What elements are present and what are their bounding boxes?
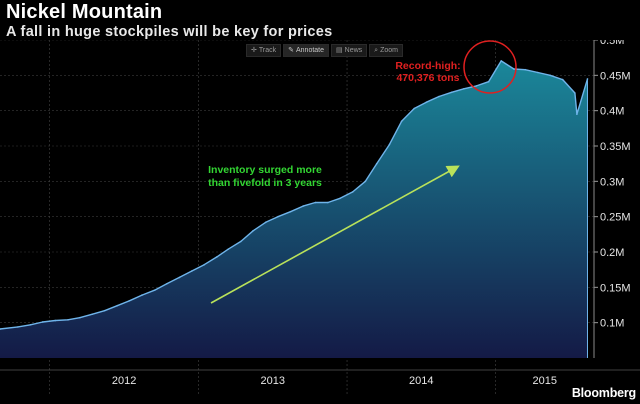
y-tick-label: 0.5M	[600, 40, 624, 47]
crosshair-icon: ✛	[251, 47, 257, 54]
data-point	[400, 120, 403, 123]
data-point	[375, 162, 378, 165]
x-tick-label: 2014	[409, 375, 433, 387]
data-point	[103, 309, 106, 312]
data-point	[513, 68, 515, 70]
x-tick-label: 2015	[533, 375, 557, 387]
news-button[interactable]: ▤ News	[331, 44, 368, 57]
data-point	[178, 276, 181, 279]
data-point	[116, 304, 118, 307]
record-high-circle	[463, 40, 517, 94]
data-point	[302, 205, 304, 207]
y-tick-label: 0.15M	[600, 282, 631, 294]
chart-toolbar: ✛ Track ✎ Annotate ▤ News ⌕ Zoom	[246, 44, 403, 57]
data-point	[576, 113, 578, 115]
y-tick-label: 0.1M	[600, 318, 624, 330]
y-tick-label: 0.35M	[600, 141, 631, 153]
record-annotation-line1: Record-high:	[395, 60, 461, 72]
track-button[interactable]: ✛ Track	[246, 44, 282, 57]
track-label: Track	[258, 47, 277, 54]
y-tick-label: 0.25M	[600, 212, 631, 224]
data-point	[475, 85, 478, 87]
data-point	[289, 210, 292, 213]
data-point	[29, 323, 32, 326]
annotate-button[interactable]: ✎ Annotate	[283, 44, 330, 57]
zoom-label: Zoom	[380, 47, 398, 54]
data-point	[252, 230, 254, 232]
data-point	[561, 78, 564, 81]
bloomberg-logo: Bloomberg	[571, 386, 636, 400]
data-point	[240, 240, 242, 243]
trend-arrow	[210, 165, 460, 304]
magnifier-icon: ⌕	[374, 47, 379, 54]
data-point	[91, 313, 94, 315]
data-point	[216, 256, 218, 258]
news-icon: ▤	[336, 47, 343, 54]
data-point	[67, 319, 69, 321]
data-point	[314, 201, 317, 204]
y-tick-label: 0.3M	[600, 176, 624, 188]
area-fill	[0, 60, 588, 359]
data-point	[339, 197, 341, 200]
data-point	[54, 319, 57, 322]
data-point	[537, 71, 539, 74]
data-point	[487, 80, 490, 83]
x-tick-label: 2012	[112, 375, 136, 387]
data-point	[190, 270, 193, 272]
data-point	[438, 95, 440, 98]
data-point	[524, 68, 527, 71]
area-series	[0, 60, 589, 359]
zoom-button[interactable]: ⌕ Zoom	[369, 44, 403, 57]
data-point	[41, 321, 44, 323]
data-point	[277, 215, 279, 218]
data-point	[574, 92, 576, 94]
record-annotation: Record-high: 470,376 tons	[392, 60, 464, 84]
data-point	[549, 74, 551, 77]
data-point	[264, 221, 267, 224]
data-point	[351, 191, 354, 193]
data-point	[450, 91, 453, 94]
growth-annotation-line1: Inventory surged more	[208, 164, 322, 176]
y-tick-label: 0.45M	[600, 70, 631, 82]
nickel-inventory-chart: 0.1M 0.15M 0.2M 0.25M 0.3M 0.35M 0.4M 0.45M 0.5M…	[0, 40, 640, 396]
record-annotation-line2: 470,376 tons	[396, 72, 460, 84]
x-tick-label: 2013	[261, 375, 285, 387]
y-tick-label: 0.4M	[600, 106, 624, 118]
data-point	[78, 316, 81, 319]
data-point	[413, 107, 415, 110]
page-title: Nickel Mountain	[6, 1, 163, 23]
growth-annotation-line2: than fivefold in 3 years	[208, 177, 322, 189]
data-point	[17, 326, 19, 328]
data-point	[227, 248, 230, 250]
news-label: News	[344, 47, 363, 54]
data-point	[128, 299, 131, 302]
data-point	[425, 101, 428, 103]
data-point	[166, 283, 168, 285]
page-subtitle: A fall in huge stockpiles will be key fo…	[6, 24, 333, 40]
data-point	[141, 294, 143, 296]
data-point	[0, 328, 1, 330]
y-tick-label: 0.2M	[600, 247, 624, 259]
annotate-label: Annotate	[296, 47, 325, 54]
data-point	[364, 180, 367, 183]
data-point	[153, 289, 156, 291]
data-point	[463, 87, 465, 90]
data-point	[327, 201, 329, 204]
data-point	[388, 143, 391, 146]
data-point	[203, 263, 206, 266]
pencil-icon: ✎	[288, 47, 294, 54]
data-point	[500, 60, 503, 62]
growth-annotation: Inventory surged more than fivefold in 3…	[203, 164, 327, 190]
axes: 0.1M 0.15M 0.2M 0.25M 0.3M 0.35M 0.4M 0.45M 0.5M…	[0, 40, 640, 387]
